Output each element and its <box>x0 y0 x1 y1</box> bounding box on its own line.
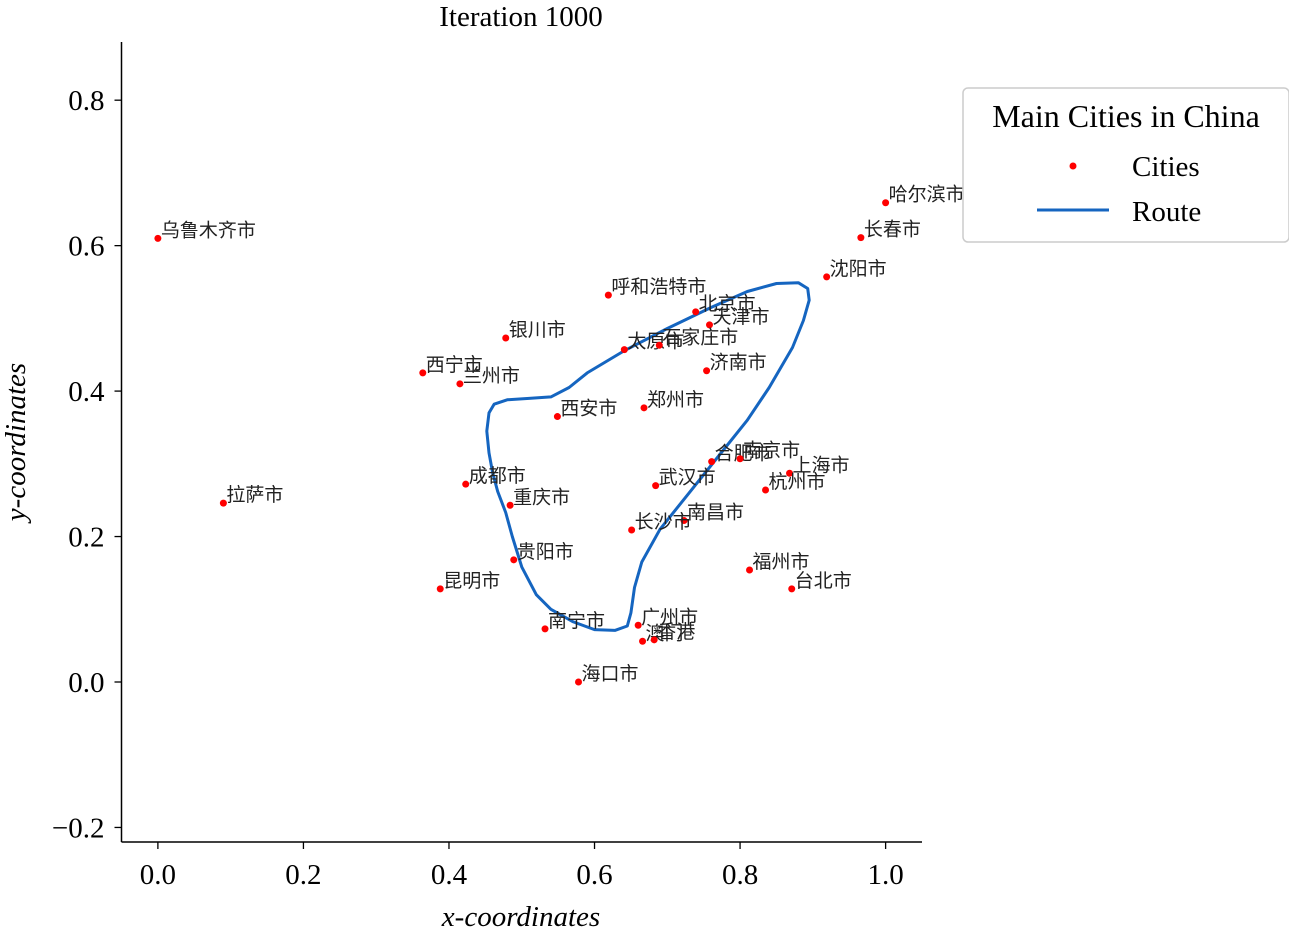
legend: Main Cities in China Cities Route <box>962 87 1289 243</box>
y-tick-label: 0.8 <box>68 85 104 117</box>
city-label: 南宁市 <box>548 610 605 632</box>
city-point <box>692 308 700 316</box>
city-point <box>703 367 711 375</box>
x-tick-label: 0.8 <box>722 859 758 891</box>
city-label: 西安市 <box>560 398 617 420</box>
city-point <box>462 480 470 488</box>
city-label: 贵阳市 <box>517 541 574 563</box>
y-tick-label: 0.4 <box>68 376 105 408</box>
y-tick-label: 0.2 <box>68 522 104 554</box>
city-label: 呼和浩特市 <box>611 276 706 298</box>
x-tick-label: 0.4 <box>431 859 468 891</box>
legend-frame <box>962 87 1289 243</box>
x-axis-label: x-coordinates <box>441 901 600 933</box>
city-point <box>680 517 688 525</box>
city-label: 银川市 <box>509 319 566 341</box>
city-label: 乌鲁木齐市 <box>161 219 256 241</box>
city-label: 长沙市 <box>635 511 692 533</box>
legend-cities-label: Cities <box>1132 151 1200 183</box>
city-point <box>708 458 716 466</box>
city-label: 石家庄市 <box>662 326 738 348</box>
city-label: 长春市 <box>864 219 921 241</box>
city-label: 南京市 <box>743 440 800 462</box>
city-point <box>541 625 549 633</box>
legend-route-label: Route <box>1132 196 1201 228</box>
city-point <box>436 585 444 593</box>
city-point <box>736 455 744 463</box>
city-point <box>786 469 794 477</box>
chart-title: Iteration 1000 <box>439 1 602 33</box>
city-point <box>419 369 427 377</box>
city-label: 香港 <box>657 621 695 643</box>
city-label: 北京市 <box>699 293 756 315</box>
city-label: 南昌市 <box>687 502 744 524</box>
city-point <box>510 556 518 564</box>
y-tick-label: 0.0 <box>68 667 104 699</box>
city-label: 兰州市 <box>463 365 520 387</box>
city-label: 西宁市 <box>426 354 483 376</box>
city-label: 成都市 <box>469 465 526 487</box>
y-ticks: −0.2 0.0 0.2 0.4 0.6 0.8 <box>52 85 122 844</box>
city-label: 合肥市 <box>715 443 772 465</box>
city-point <box>639 637 647 645</box>
route-series <box>485 281 811 632</box>
city-point <box>502 334 510 342</box>
y-tick-label: 0.6 <box>68 231 104 263</box>
city-label: 哈尔滨市 <box>889 184 965 206</box>
x-tick-label: 0.6 <box>576 859 612 891</box>
plot-area: 0.0 0.2 0.4 0.6 0.8 1.0 −0.2 0.0 0.2 0.4 0.6 0.8 乌… <box>52 42 965 891</box>
city-label: 郑州市 <box>647 389 704 411</box>
x-ticks: 0.0 0.2 0.4 0.6 0.8 1.0 <box>140 842 904 891</box>
city-point <box>857 234 865 242</box>
city-point <box>640 404 648 412</box>
y-tick-label: −0.2 <box>52 812 105 844</box>
city-point <box>506 501 514 509</box>
city-label: 武汉市 <box>659 467 716 489</box>
city-label: 广州市 <box>641 606 698 628</box>
city-point <box>553 413 561 421</box>
city-point <box>655 341 663 349</box>
city-label: 拉萨市 <box>226 484 283 506</box>
city-point <box>788 585 796 593</box>
city-point <box>634 621 642 629</box>
city-point <box>650 636 658 644</box>
city-label: 台北市 <box>795 570 852 592</box>
city-point <box>154 234 162 242</box>
city-label: 上海市 <box>793 454 850 476</box>
city-point <box>706 321 714 329</box>
city-point <box>604 291 612 299</box>
city-point <box>620 346 628 354</box>
city-point <box>628 526 636 534</box>
x-tick-label: 1.0 <box>867 859 903 891</box>
city-label: 沈阳市 <box>830 258 887 280</box>
city-label: 海口市 <box>582 663 639 685</box>
city-point <box>823 273 831 281</box>
city-label: 济南市 <box>710 352 767 374</box>
legend-title: Main Cities in China <box>992 98 1260 134</box>
city-label: 重庆市 <box>513 486 570 508</box>
city-point <box>882 199 890 207</box>
city-label: 太原市 <box>627 331 684 353</box>
city-point <box>652 482 660 490</box>
y-axis-label: y-coordinates <box>0 363 32 524</box>
city-label: 昆明市 <box>443 570 500 592</box>
cities-series: 乌鲁木齐市哈尔滨市长春市沈阳市呼和浩特市北京市天津市银川市太原市石家庄市济南市西… <box>154 184 965 686</box>
x-tick-label: 0.0 <box>140 859 176 891</box>
x-tick-label: 0.2 <box>285 859 321 891</box>
city-point <box>456 380 464 388</box>
city-point <box>575 678 583 686</box>
city-point <box>746 566 754 574</box>
city-point <box>762 486 770 494</box>
route-line <box>485 281 811 632</box>
legend-cities-marker <box>1069 162 1077 170</box>
city-label: 福州市 <box>753 551 810 573</box>
city-label: 杭州市 <box>769 471 826 493</box>
city-point <box>219 499 227 507</box>
city-label: 天津市 <box>713 306 770 328</box>
